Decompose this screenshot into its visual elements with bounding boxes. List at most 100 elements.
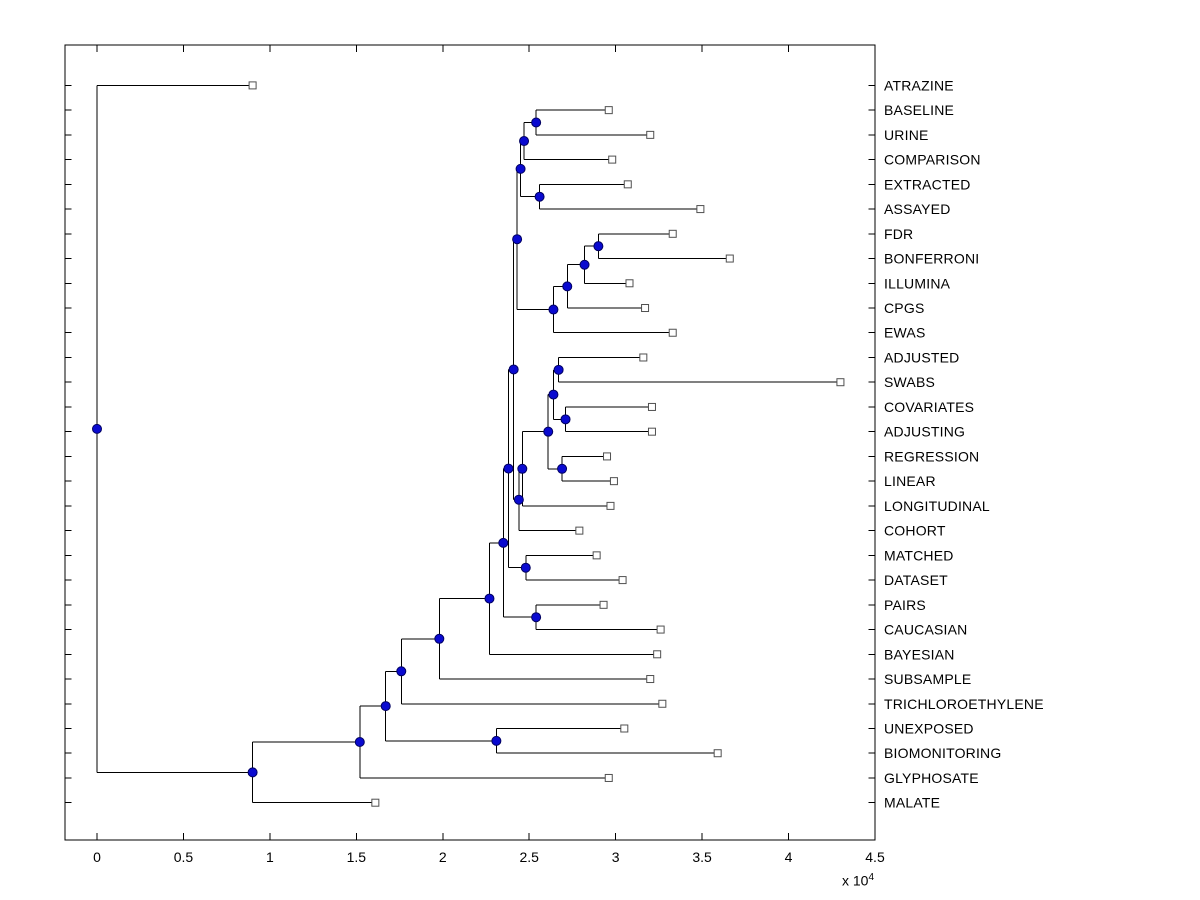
- branch-node-marker: [531, 612, 542, 623]
- leaf-label: EWAS: [884, 325, 926, 341]
- branch-node-marker: [520, 562, 531, 573]
- leaf-label: PAIRS: [884, 597, 926, 613]
- leaf-tip-marker: [609, 477, 618, 486]
- leaf-tip-marker: [606, 501, 615, 510]
- branch-node-marker: [508, 364, 519, 375]
- leaf-label: COVARIATES: [884, 399, 974, 415]
- x-tick-label: 3.5: [692, 849, 712, 865]
- leaf-tip-marker: [713, 749, 722, 758]
- leaf-label: FDR: [884, 226, 913, 242]
- leaf-label: BIOMONITORING: [884, 745, 1001, 761]
- leaf-label: BONFERRONI: [884, 251, 979, 267]
- branch-node-marker: [553, 364, 564, 375]
- leaf-tip-marker: [656, 625, 665, 634]
- x-axis-multiplier: x 104: [842, 872, 874, 889]
- leaf-label: GLYPHOSATE: [884, 770, 979, 786]
- leaf-label: UNEXPOSED: [884, 720, 974, 736]
- branch-node-marker: [560, 414, 571, 425]
- branch-node-marker: [548, 304, 559, 315]
- leaf-tip-marker: [604, 773, 613, 782]
- leaf-tip-marker: [668, 328, 677, 337]
- leaf-tip-marker: [641, 304, 650, 313]
- leaf-tip-marker: [603, 452, 612, 461]
- branch-node-marker: [354, 737, 365, 748]
- leaf-label: URINE: [884, 127, 929, 143]
- leaf-label: ADJUSTED: [884, 349, 960, 365]
- branch-node-marker: [519, 136, 530, 147]
- leaf-label: MATCHED: [884, 547, 954, 563]
- branch-node-marker: [515, 163, 526, 174]
- leaf-label: CAUCASIAN: [884, 622, 967, 638]
- leaf-label: BAYESIAN: [884, 646, 955, 662]
- leaf-tip-marker: [647, 427, 656, 436]
- leaf-label: ASSAYED: [884, 201, 951, 217]
- plot-border: [64, 44, 876, 841]
- leaf-tip-marker: [625, 279, 634, 288]
- leaf-label: ADJUSTING: [884, 424, 965, 440]
- leaf-tip-marker: [604, 106, 613, 115]
- leaf-label: CPGS: [884, 300, 924, 316]
- leaf-label: BASELINE: [884, 102, 954, 118]
- leaf-label: LONGITUDINAL: [884, 498, 990, 514]
- leaf-tip-marker: [623, 180, 632, 189]
- branch-node-marker: [513, 494, 524, 505]
- leaf-tip-marker: [599, 600, 608, 609]
- branch-node-marker: [512, 234, 523, 245]
- x-tick-label: 1: [266, 849, 274, 865]
- x-tick-label: 2: [439, 849, 447, 865]
- leaf-tip-marker: [647, 402, 656, 411]
- branch-node-marker: [557, 463, 568, 474]
- markers-layer: [92, 81, 845, 807]
- leaf-label: REGRESSION: [884, 448, 979, 464]
- x-tick-label: 3: [612, 849, 620, 865]
- x-tick-label: 4: [785, 849, 793, 865]
- leaf-label: SUBSAMPLE: [884, 671, 971, 687]
- leaf-tip-marker: [646, 130, 655, 139]
- leaf-label: ATRAZINE: [884, 77, 954, 93]
- leaf-tip-marker: [575, 526, 584, 535]
- leaf-label: SWABS: [884, 374, 935, 390]
- leaf-label: ILLUMINA: [884, 275, 951, 291]
- leaf-tip-marker: [653, 650, 662, 659]
- branch-node-marker: [543, 426, 554, 437]
- leaf-label: COHORT: [884, 523, 946, 539]
- leaf-tip-marker: [646, 675, 655, 684]
- leaf-tip-marker: [248, 81, 257, 90]
- axes-layer: [64, 44, 876, 841]
- leaf-tip-marker: [658, 699, 667, 708]
- x-tick-label: 0: [93, 849, 101, 865]
- branch-node-marker: [498, 537, 509, 548]
- branch-node-marker: [434, 633, 445, 644]
- branch-node-marker: [548, 389, 559, 400]
- leaf-tip-marker: [696, 205, 705, 214]
- leaf-label: DATASET: [884, 572, 948, 588]
- branch-node-marker: [579, 259, 590, 270]
- branch-node-marker: [517, 463, 528, 474]
- branch-node-marker: [491, 735, 502, 746]
- branch-node-marker: [531, 117, 542, 128]
- leaf-label: COMPARISON: [884, 152, 981, 168]
- x-tick-label: 4.5: [865, 849, 885, 865]
- leaf-tip-marker: [725, 254, 734, 263]
- x-axis-multiplier-exponent: 4: [868, 872, 875, 883]
- leaf-label: TRICHLOROETHYLENE: [884, 696, 1044, 712]
- leaf-label: EXTRACTED: [884, 176, 971, 192]
- leaf-label: MALATE: [884, 795, 940, 811]
- leaf-label: LINEAR: [884, 473, 936, 489]
- branch-node-marker: [562, 281, 573, 292]
- leaf-tip-marker: [668, 229, 677, 238]
- leaf-tip-marker: [371, 798, 380, 807]
- tree-lines-layer: [96, 84, 841, 804]
- branch-node-marker: [380, 701, 391, 712]
- x-axis-multiplier-base: x 10: [842, 872, 869, 889]
- branch-node-marker: [593, 241, 604, 252]
- leaf-tip-marker: [592, 551, 601, 560]
- leaf-tip-marker: [639, 353, 648, 362]
- leaf-tip-marker: [836, 378, 845, 387]
- branch-node-marker: [92, 423, 102, 434]
- branch-node-marker: [396, 666, 407, 677]
- leaf-tip-marker: [618, 576, 627, 585]
- x-tick-label: 0.5: [174, 849, 194, 865]
